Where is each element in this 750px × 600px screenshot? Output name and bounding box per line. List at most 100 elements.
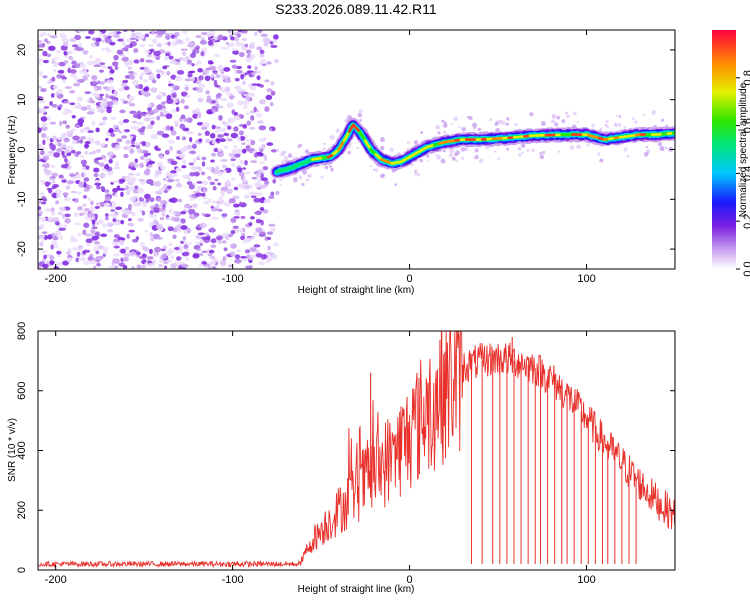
noise-speck xyxy=(38,123,41,128)
noise-speck xyxy=(102,223,107,228)
noise-speck xyxy=(167,41,171,46)
noise-speck xyxy=(108,213,116,217)
ridge-halo-speck xyxy=(414,169,418,173)
noise-speck xyxy=(113,128,121,133)
snr-ytick-label: 0 xyxy=(16,567,28,573)
noise-speck xyxy=(236,135,241,142)
noise-speck xyxy=(71,114,76,119)
noise-speck xyxy=(74,76,78,82)
noise-speck xyxy=(218,115,223,121)
noise-speck xyxy=(87,130,94,134)
noise-speck xyxy=(141,264,146,269)
noise-speck xyxy=(210,74,215,79)
noise-speck xyxy=(198,138,203,143)
noise-speck xyxy=(84,126,91,131)
noise-speck xyxy=(120,219,125,225)
noise-speck xyxy=(220,191,225,198)
noise-speck xyxy=(212,141,217,145)
noise-speck xyxy=(214,178,219,182)
spectrogram-ytick-label: -10 xyxy=(16,191,28,207)
noise-speck xyxy=(106,79,114,84)
ridge-hot-segment xyxy=(379,158,387,163)
noise-speck xyxy=(82,195,88,199)
noise-speck xyxy=(259,161,266,164)
noise-speck xyxy=(173,32,180,37)
noise-speck xyxy=(91,37,97,41)
ridge-halo-speck xyxy=(597,152,601,156)
noise-speck xyxy=(235,41,241,47)
noise-speck xyxy=(216,151,224,158)
noise-speck xyxy=(139,241,145,248)
noise-speck xyxy=(82,250,86,255)
ridge-halo-speck xyxy=(298,143,302,148)
ridge-halo-speck xyxy=(464,147,469,152)
noise-speck xyxy=(198,262,203,267)
noise-speck xyxy=(139,75,144,81)
noise-speck xyxy=(109,156,114,160)
noise-speck xyxy=(42,155,50,161)
noise-speck xyxy=(248,44,255,50)
noise-speck xyxy=(127,218,132,222)
noise-speck xyxy=(211,107,216,114)
colorbar-tick-label: 0.2 xyxy=(742,214,750,229)
noise-speck xyxy=(257,70,262,75)
noise-speck xyxy=(102,174,106,178)
noise-speck xyxy=(150,120,155,126)
noise-speck xyxy=(155,169,163,175)
snr-panel: -200 -100 0 100 0 200 400 600 800 Height of stra… xyxy=(7,322,676,595)
noise-speck xyxy=(43,105,50,110)
ridge-halo-speck xyxy=(569,145,575,151)
noise-speck xyxy=(181,263,189,268)
noise-speck xyxy=(59,120,63,126)
noise-speck xyxy=(206,98,213,103)
noise-speck xyxy=(221,89,226,93)
noise-speck xyxy=(138,128,145,133)
noise-speck xyxy=(55,200,60,205)
noise-speck xyxy=(128,172,135,176)
noise-speck xyxy=(241,148,247,154)
noise-speck xyxy=(254,66,258,71)
noise-speck xyxy=(54,230,62,236)
noise-speck xyxy=(257,260,266,266)
noise-speck xyxy=(76,251,81,257)
noise-speck xyxy=(186,227,192,234)
noise-speck xyxy=(116,138,123,143)
ridge-halo-speck xyxy=(494,122,499,126)
ridge-halo-speck xyxy=(576,121,580,124)
ridge-halo-speck xyxy=(453,116,459,122)
ridge-halo-speck xyxy=(302,169,307,175)
noise-speck xyxy=(108,265,116,269)
noise-speck xyxy=(51,239,58,246)
ridge-halo-speck xyxy=(497,119,503,125)
noise-speck xyxy=(241,37,247,42)
noise-speck xyxy=(77,206,83,211)
noise-speck xyxy=(41,238,45,242)
noise-speck xyxy=(141,140,146,147)
noise-speck xyxy=(166,216,173,220)
noise-speck xyxy=(237,167,243,173)
noise-speck xyxy=(153,246,162,253)
noise-speck xyxy=(149,197,155,203)
noise-speck xyxy=(38,216,42,221)
noise-speck xyxy=(74,198,79,203)
noise-speck xyxy=(259,99,267,105)
noise-speck xyxy=(144,229,149,233)
noise-speck xyxy=(172,216,180,222)
noise-speck xyxy=(265,94,273,100)
noise-speck xyxy=(56,262,63,267)
noise-speck xyxy=(248,191,255,196)
noise-speck xyxy=(250,93,255,98)
noise-speck xyxy=(240,235,246,241)
noise-speck xyxy=(242,167,247,170)
noise-speck xyxy=(113,245,120,249)
noise-speck xyxy=(150,87,158,93)
noise-speck xyxy=(245,265,253,269)
noise-speck xyxy=(126,189,131,195)
noise-speck xyxy=(273,242,280,247)
noise-speck xyxy=(41,132,47,139)
noise-speck xyxy=(261,196,265,201)
noise-speck xyxy=(128,162,136,167)
noise-speck xyxy=(185,94,191,98)
noise-speck xyxy=(213,147,219,153)
noise-speck xyxy=(180,147,186,154)
